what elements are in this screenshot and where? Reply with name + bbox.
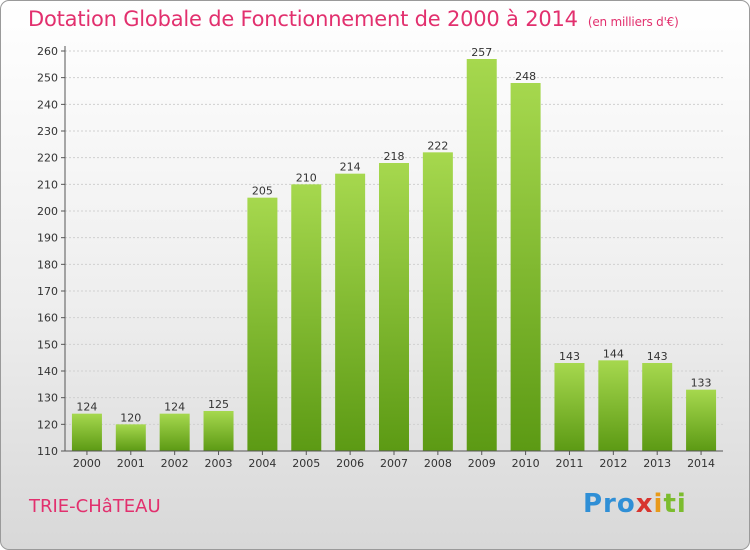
bar-2007 — [379, 163, 409, 451]
x-tick-label: 2003 — [205, 457, 233, 470]
bar-value-label: 143 — [559, 350, 580, 363]
chart-title: Dotation Globale de Fonctionnement de 20… — [28, 7, 679, 31]
bar-2010 — [510, 83, 541, 451]
y-tick-label: 150 — [37, 338, 58, 351]
bar-value-label: 222 — [427, 139, 448, 152]
bar-2002 — [159, 413, 190, 451]
y-tick-label: 220 — [37, 152, 58, 165]
x-tick-label: 2010 — [512, 457, 540, 470]
x-tick-label: 2012 — [599, 457, 627, 470]
x-tick-label: 2014 — [687, 457, 715, 470]
bar-value-label: 120 — [120, 411, 141, 424]
bar-2013 — [642, 363, 673, 451]
y-tick-label: 160 — [37, 312, 58, 325]
x-tick-label: 2009 — [468, 457, 496, 470]
bar-value-label: 218 — [384, 150, 405, 163]
x-tick-label: 2011 — [555, 457, 583, 470]
x-tick-label: 2000 — [73, 457, 101, 470]
x-tick-label: 2001 — [117, 457, 145, 470]
y-tick-label: 120 — [37, 418, 58, 431]
y-tick-label: 110 — [37, 445, 58, 458]
bar-value-label: 214 — [340, 161, 361, 174]
y-tick-label: 170 — [37, 285, 58, 298]
y-tick-label: 230 — [37, 125, 58, 138]
bar-value-label: 125 — [208, 398, 229, 411]
x-tick-label: 2002 — [161, 457, 189, 470]
bar-2012 — [598, 360, 629, 451]
x-tick-label: 2013 — [643, 457, 671, 470]
bar-2011 — [554, 363, 585, 451]
commune-name: TRIE-CHâTEAU — [29, 496, 161, 517]
bar-value-label: 248 — [515, 70, 536, 83]
bar-value-label: 124 — [76, 401, 97, 414]
x-tick-label: 2008 — [424, 457, 452, 470]
proxiti-logo: Proxiti — [583, 489, 687, 519]
bar-value-label: 133 — [691, 377, 712, 390]
bar-value-label: 205 — [252, 185, 273, 198]
y-tick-label: 260 — [37, 45, 58, 58]
bar-2006 — [335, 173, 366, 451]
bar-2005 — [291, 184, 322, 452]
x-tick-label: 2004 — [248, 457, 276, 470]
bar-2000 — [71, 413, 102, 451]
x-tick-label: 2005 — [292, 457, 320, 470]
bar-2001 — [115, 424, 146, 451]
bar-value-label: 143 — [647, 350, 668, 363]
bar-2009 — [466, 59, 497, 451]
y-tick-label: 130 — [37, 392, 58, 405]
bar-value-label: 257 — [471, 46, 492, 59]
y-tick-label: 190 — [37, 232, 58, 245]
y-tick-label: 140 — [37, 365, 58, 378]
bar-value-label: 210 — [296, 171, 317, 184]
bar-2014 — [686, 389, 717, 451]
y-tick-label: 180 — [37, 258, 58, 271]
x-tick-label: 2007 — [380, 457, 408, 470]
bar-value-label: 144 — [603, 347, 624, 360]
bar-2004 — [247, 197, 278, 451]
chart-title-text: Dotation Globale de Fonctionnement de 20… — [28, 7, 578, 31]
chart-subtitle: (en milliers d'€) — [587, 15, 679, 29]
y-tick-label: 200 — [37, 205, 58, 218]
y-tick-label: 240 — [37, 98, 58, 111]
y-tick-label: 210 — [37, 178, 58, 191]
bar-2008 — [422, 152, 453, 452]
y-tick-label: 250 — [37, 72, 58, 85]
bar-value-label: 124 — [164, 401, 185, 414]
x-tick-label: 2006 — [336, 457, 364, 470]
bar-2003 — [203, 411, 234, 451]
